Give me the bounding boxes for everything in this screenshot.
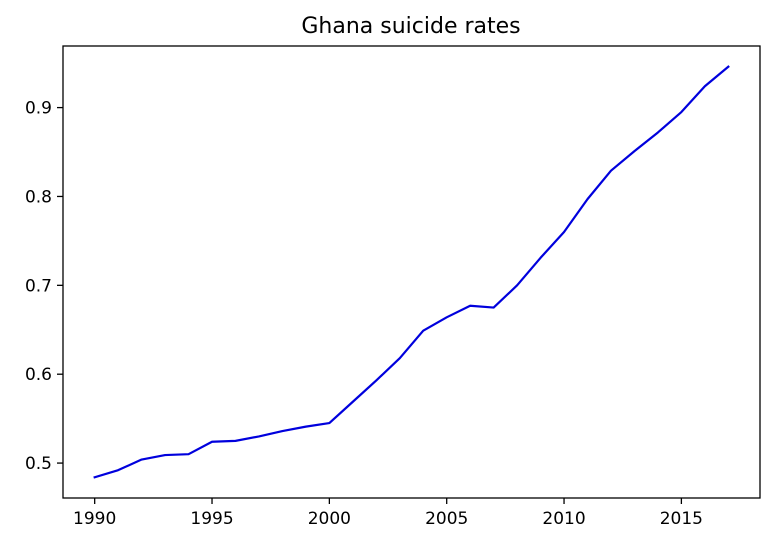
y-tick-label: 0.9 [25, 99, 52, 119]
x-tick-label: 2010 [542, 509, 585, 529]
x-tick-label: 2015 [660, 509, 703, 529]
series-line [93, 65, 730, 479]
x-tick-label: 1995 [190, 509, 233, 529]
y-axis: 0.5 0.6 0.7 0.8 0.9 [25, 99, 63, 474]
y-tick-label: 0.5 [25, 454, 52, 474]
x-tick-label: 1990 [73, 509, 116, 529]
plot-frame [62, 45, 761, 499]
y-tick-label: 0.7 [25, 276, 52, 296]
y-tick-label: 0.6 [25, 365, 52, 385]
x-axis: 1990 1995 2000 2005 2010 2015 [73, 498, 703, 529]
plot-layer [93, 65, 730, 479]
x-tick-label: 2005 [425, 509, 468, 529]
chart-title: Ghana suicide rates [301, 14, 520, 39]
y-tick-label: 0.8 [25, 187, 52, 207]
x-tick-label: 2000 [308, 509, 351, 529]
